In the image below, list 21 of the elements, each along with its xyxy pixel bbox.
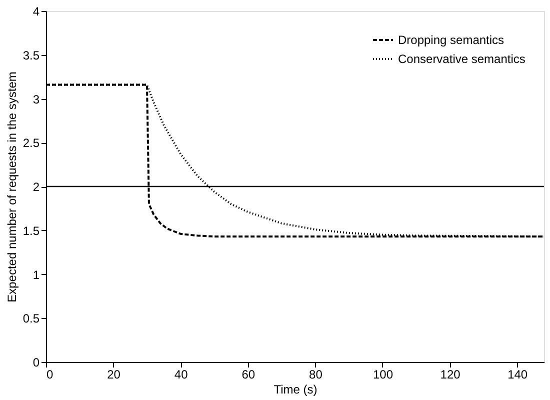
x-tick-label: 100 — [372, 368, 394, 382]
y-tick-label: 1 — [32, 268, 40, 282]
y-tick-label: 2 — [32, 180, 40, 194]
y-tick-label: 0.5 — [22, 312, 40, 326]
y-axis-title: Expected number of requests in the system — [4, 72, 19, 302]
x-axis-title: Time (s) — [274, 382, 318, 396]
legend-label: Dropping semantics — [398, 33, 504, 47]
y-tick-label: 2.5 — [22, 136, 40, 150]
x-tick-label: 60 — [242, 368, 256, 382]
x-tick-label: 20 — [107, 368, 121, 382]
x-tick-label: 120 — [440, 368, 461, 382]
x-tick-label: 40 — [174, 368, 188, 382]
x-tick-label: 140 — [508, 368, 528, 382]
y-tick-label: 3 — [32, 92, 40, 106]
y-tick-label: 1.5 — [22, 224, 40, 238]
y-tick-label: 0 — [32, 356, 40, 370]
legend-label: Conservative semantics — [398, 52, 526, 66]
y-tick-label: 4 — [32, 4, 40, 18]
y-tick-label: 3.5 — [22, 48, 40, 62]
x-tick-label: 80 — [309, 368, 323, 382]
x-tick-label: 0 — [46, 368, 54, 382]
